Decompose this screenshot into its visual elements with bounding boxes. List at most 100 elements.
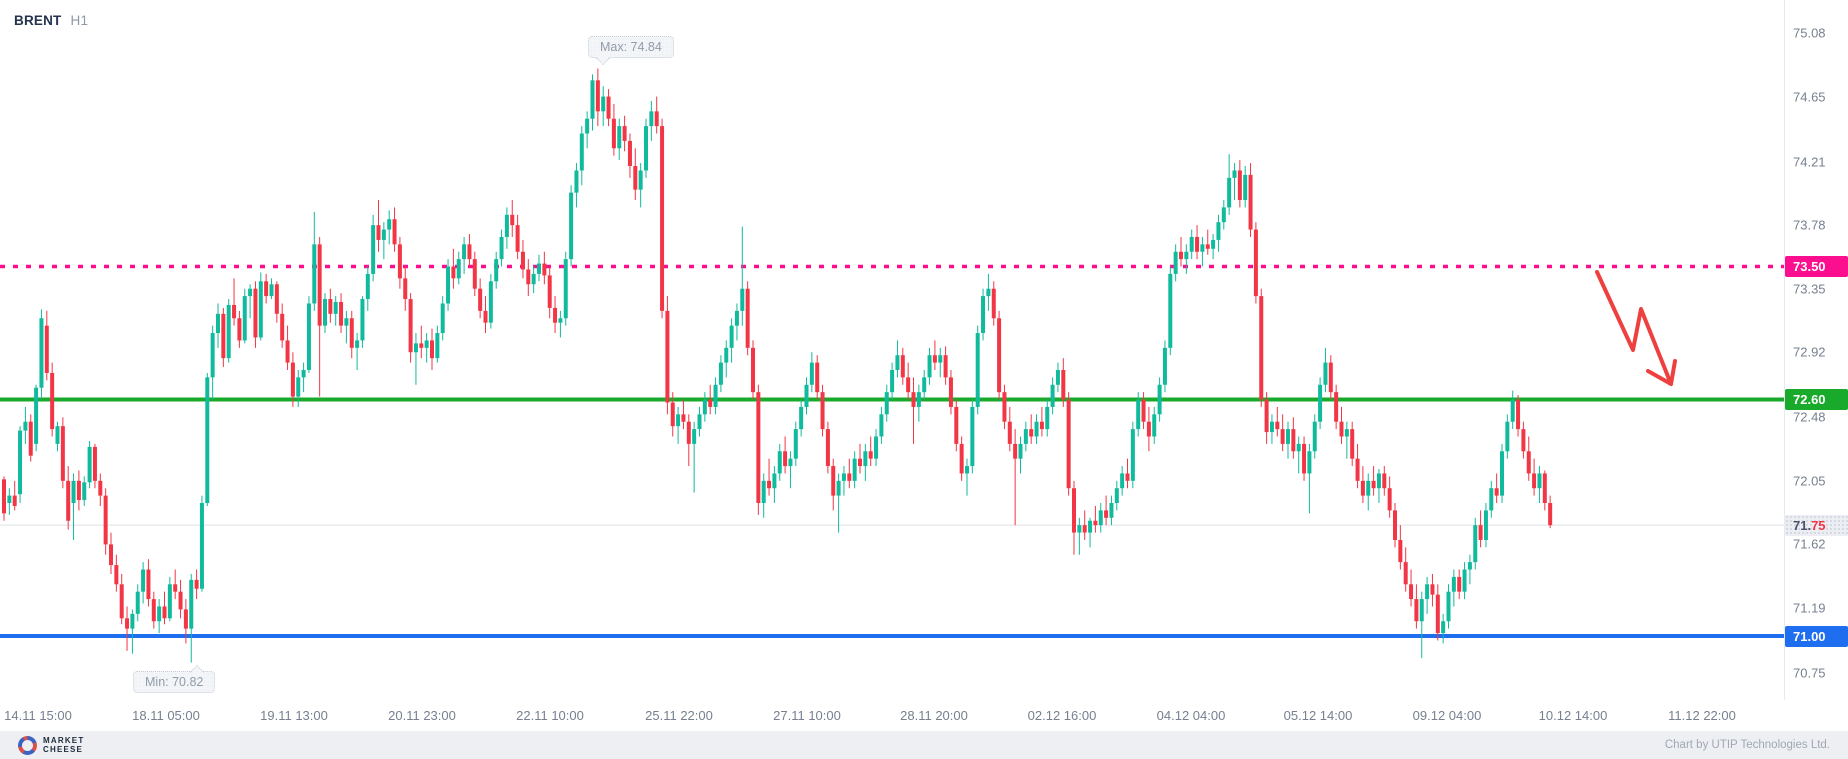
candle bbox=[226, 304, 231, 359]
chart-credit-text: Chart by UTIP Technologies Ltd. bbox=[1664, 739, 1830, 751]
candle bbox=[1141, 399, 1146, 422]
candle bbox=[617, 126, 622, 149]
time-tick: 02.12 16:00 bbox=[1027, 708, 1097, 723]
candle bbox=[242, 296, 247, 341]
candle bbox=[1029, 429, 1034, 437]
candle bbox=[745, 288, 750, 348]
candle bbox=[494, 259, 499, 282]
candle bbox=[537, 263, 541, 274]
candle bbox=[1323, 362, 1328, 385]
candle bbox=[1253, 229, 1258, 297]
candle bbox=[644, 126, 648, 171]
price-tick: 74.21 bbox=[1793, 154, 1826, 170]
candle bbox=[285, 340, 290, 363]
candle bbox=[467, 244, 472, 260]
candle bbox=[1409, 584, 1414, 600]
candle bbox=[997, 318, 1002, 393]
candle bbox=[991, 288, 996, 319]
candle bbox=[1387, 488, 1392, 511]
candle bbox=[1130, 429, 1135, 481]
max-price-tooltip: Max: 74.84 bbox=[588, 36, 674, 65]
price-axis[interactable]: 75.08 74.65 74.21 73.78 73.35 72.92 72.48 72.05… bbox=[1785, 0, 1848, 700]
candle bbox=[724, 347, 729, 363]
candle bbox=[194, 579, 199, 589]
candle bbox=[922, 377, 927, 393]
candle bbox=[1093, 520, 1098, 526]
candle bbox=[462, 244, 467, 260]
candle bbox=[1280, 429, 1285, 444]
candle bbox=[1398, 539, 1403, 563]
candle bbox=[547, 275, 552, 308]
candle bbox=[483, 310, 488, 323]
candle bbox=[1435, 594, 1440, 634]
candle bbox=[1430, 584, 1435, 595]
candle bbox=[734, 310, 739, 326]
candle bbox=[333, 301, 338, 314]
candle bbox=[478, 288, 483, 311]
candle bbox=[1109, 503, 1114, 518]
candle bbox=[579, 133, 584, 171]
candle bbox=[248, 288, 253, 297]
candle bbox=[868, 451, 873, 459]
candle bbox=[858, 458, 862, 467]
down-arrow-annotation bbox=[1595, 270, 1673, 386]
candle bbox=[1328, 362, 1333, 393]
support-low-level-badge: 71.00 bbox=[1785, 625, 1848, 647]
candle bbox=[574, 170, 579, 193]
candle bbox=[772, 473, 777, 489]
candle bbox=[344, 318, 349, 326]
candle bbox=[280, 313, 285, 341]
candle bbox=[820, 392, 825, 430]
candle bbox=[1050, 384, 1055, 407]
time-axis[interactable]: 14.11 15:00 18.11 05:00 19.11 13:00 20.11 2… bbox=[0, 702, 1848, 730]
candle bbox=[526, 269, 531, 285]
market-cheese-logo-text: MARKET CHEESE bbox=[43, 736, 85, 754]
candle bbox=[183, 609, 188, 629]
candlestick-canvas[interactable] bbox=[0, 0, 1848, 731]
candle bbox=[199, 503, 204, 589]
candle bbox=[365, 273, 370, 300]
candle bbox=[788, 458, 793, 467]
candle bbox=[392, 219, 397, 245]
candle bbox=[114, 565, 119, 585]
candle bbox=[1516, 399, 1521, 430]
candle bbox=[793, 429, 798, 459]
candle bbox=[23, 421, 28, 431]
chart-plot[interactable]: Max: 74.84 Min: 70.82 bbox=[0, 0, 1848, 731]
candle bbox=[1414, 599, 1419, 622]
candle bbox=[622, 126, 627, 141]
candle bbox=[1088, 520, 1093, 533]
candle bbox=[1462, 569, 1467, 592]
chart-footer: MARKET CHEESE Chart by UTIP Technologies… bbox=[0, 731, 1848, 759]
candle bbox=[1189, 236, 1194, 252]
candle bbox=[815, 362, 820, 393]
time-tick: 10.12 14:00 bbox=[1538, 708, 1608, 723]
candle bbox=[1162, 347, 1167, 385]
candle bbox=[1302, 443, 1307, 474]
candle bbox=[360, 299, 365, 341]
candle bbox=[1232, 170, 1237, 178]
candle bbox=[986, 288, 991, 297]
candle bbox=[221, 313, 226, 359]
candle bbox=[39, 318, 44, 388]
candle bbox=[553, 307, 558, 323]
candle bbox=[692, 429, 697, 444]
time-tick: 09.12 04:00 bbox=[1412, 708, 1482, 723]
candle bbox=[44, 325, 49, 373]
candle bbox=[708, 399, 713, 407]
candle bbox=[809, 362, 814, 385]
candle bbox=[189, 579, 194, 629]
candle bbox=[1211, 239, 1216, 249]
candle bbox=[103, 495, 108, 545]
candle bbox=[1120, 473, 1125, 489]
price-tick: 72.05 bbox=[1793, 473, 1826, 489]
candle bbox=[12, 495, 17, 506]
symbol-name: BRENT bbox=[14, 13, 62, 28]
candle bbox=[761, 480, 766, 504]
candle bbox=[1355, 458, 1360, 481]
candle bbox=[740, 288, 745, 311]
candle bbox=[1237, 170, 1242, 201]
candle bbox=[301, 369, 306, 378]
candle bbox=[413, 343, 418, 353]
